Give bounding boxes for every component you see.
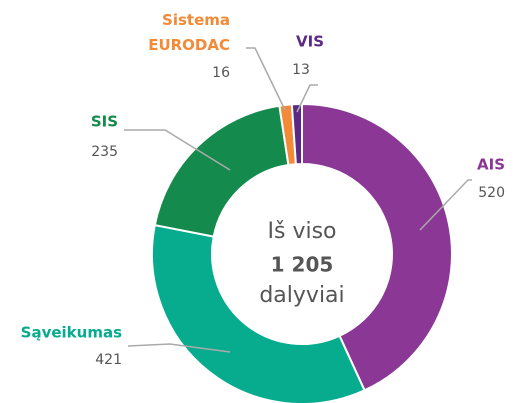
slices [151, 102, 453, 403]
leader-line [124, 129, 231, 171]
slice-value: 13 [292, 62, 310, 78]
slice-value: 520 [478, 185, 505, 201]
center-total: 1 205 [271, 253, 334, 277]
slice-label: AIS [477, 156, 505, 174]
slice-value: 235 [91, 144, 118, 160]
slice-value: 16 [212, 65, 230, 81]
center-line: dalyviai [259, 283, 344, 308]
leader-line [419, 179, 472, 231]
slice-label: VIS [296, 33, 324, 51]
slice-label: SIS [91, 113, 118, 131]
leader-line [127, 343, 231, 353]
slice [301, 102, 453, 392]
slice [290, 102, 303, 166]
center-line: Iš viso [268, 219, 337, 244]
slice-label: Sistema EURODAC [148, 11, 230, 54]
slice [153, 104, 290, 238]
slice [151, 223, 366, 403]
leader-line [246, 47, 286, 111]
slice-label: Sąveikumas [21, 324, 122, 342]
leader-line [296, 84, 318, 113]
slice-value: 421 [95, 352, 122, 368]
